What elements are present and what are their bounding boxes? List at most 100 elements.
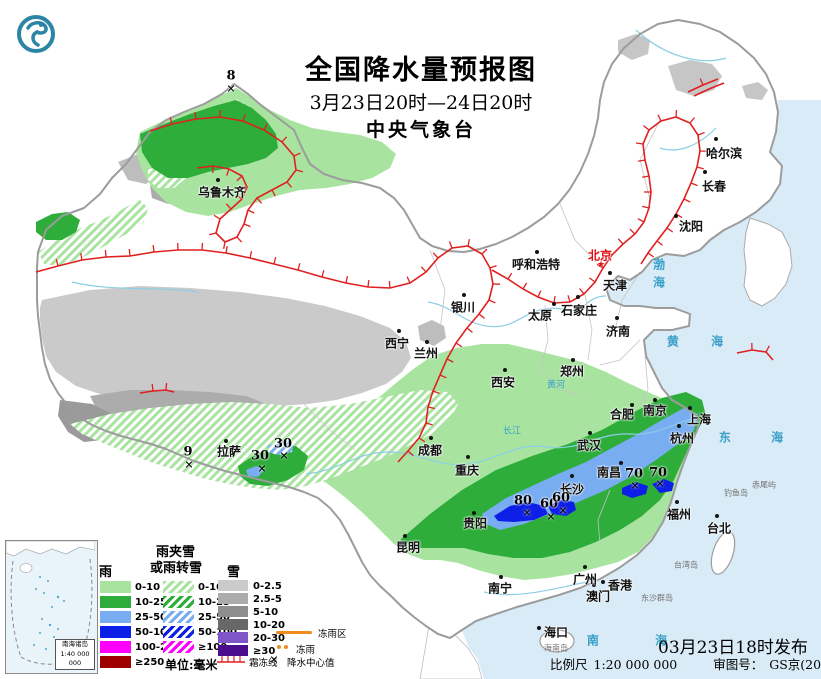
legend-range: 25-50: [135, 612, 167, 623]
city-label: 杭州: [669, 431, 695, 446]
city-label: 长春: [701, 179, 727, 194]
sea-label: 黄 海: [666, 334, 738, 349]
city-dot: [608, 271, 612, 275]
legend-range: 50-100: [198, 627, 237, 638]
city-dot: [653, 398, 657, 402]
issued-time: 03月23日18时发布: [658, 638, 808, 658]
hainan-island: [539, 629, 575, 653]
city-label: 合肥: [609, 407, 635, 422]
city-dot: [224, 439, 228, 443]
legend-range: 10-25: [135, 597, 167, 608]
korea-land: [743, 217, 793, 307]
legend-swatch-sleet-0-10: [163, 581, 194, 593]
legend-swatch-snow-2.5-5: [218, 593, 248, 604]
legend-swatch-sleet-50-100: [163, 626, 194, 638]
center-x-icon: ✕: [184, 458, 194, 472]
city-dot: [570, 474, 574, 478]
city-label: 太原: [527, 308, 553, 323]
city-label: 郑州: [559, 364, 585, 379]
city-label: 西宁: [384, 336, 410, 351]
city-label: 昆明: [395, 540, 421, 555]
city-dot: [576, 295, 580, 299]
center-x-icon: ✕: [279, 449, 289, 463]
city-dot: [615, 316, 619, 320]
city-label: 长沙: [559, 482, 585, 497]
city-label: 兰州: [413, 346, 439, 361]
legend-swatch-rain-50-100: [100, 626, 131, 638]
city-label: 澳门: [585, 589, 611, 604]
legend-swatch-rain-25-50: [100, 611, 131, 623]
inset-title: 南海诸岛: [62, 639, 88, 648]
legend-range: ≥30: [253, 646, 276, 657]
city-dot: [466, 455, 470, 459]
city-dot: [425, 340, 429, 344]
city-dot: [462, 293, 466, 297]
city-label: 乌鲁木齐: [197, 185, 247, 200]
legend-freezing-rain-zone-label: 冻雨区: [318, 629, 347, 640]
city-dot: [619, 461, 623, 465]
city-label: 拉萨: [216, 444, 242, 459]
legend-range: 10-20: [253, 620, 285, 631]
city-dot: [583, 565, 587, 569]
center-x-icon: ✕: [257, 462, 267, 476]
sea-label: 南 海: [586, 633, 694, 648]
approval-value: GS京(2024)0236号: [769, 657, 821, 672]
legend-swatch-snow-0-2.5: [218, 580, 248, 591]
island-label: 东沙群岛: [641, 593, 673, 603]
center-value: 60: [551, 490, 571, 506]
scale-and-approval: 比例尺 1:20 000 000 审图号： GS京(2024)0236号: [550, 654, 821, 673]
rain-25-50-regions: [246, 408, 698, 530]
center-x-icon: ✕: [655, 477, 665, 491]
city-dot: [552, 302, 556, 306]
legend-swatch-rain-0-10: [100, 581, 131, 593]
legend-frost-line-label: 霜冻线: [249, 658, 278, 669]
agency-name: 中央气象台: [365, 119, 477, 141]
legend-rain-header: 雨: [99, 565, 113, 580]
capital-star-icon: ★: [596, 260, 606, 270]
city-dot: [472, 511, 476, 515]
center-x-icon: ✕: [630, 479, 640, 493]
city-label: 台北: [706, 521, 732, 536]
city-label: 南宁: [487, 581, 513, 596]
legend-range: 0-10: [198, 582, 224, 593]
legend-sleet-header-line1: 雨夹雪: [156, 545, 196, 560]
center-x-icon: ✕: [226, 82, 236, 96]
page-title: 全国降水量预报图: [305, 55, 537, 86]
city-label: 济南: [605, 324, 631, 339]
city-dot: [588, 431, 592, 435]
city-label: 哈尔滨: [705, 146, 743, 161]
city-label: 沈阳: [678, 219, 704, 234]
legend-swatch-sleet-25-50: [163, 611, 194, 623]
legend-swatch-rain-10-25: [100, 596, 131, 608]
center-x-icon: ✕: [522, 506, 532, 520]
city-dot: [630, 403, 634, 407]
city-label: 贵阳: [462, 516, 488, 531]
island-label: 赤尾屿: [752, 480, 776, 490]
legend-range: 50-100: [135, 627, 174, 638]
legend-range: 2.5-5: [253, 594, 282, 605]
island-label: 海南岛: [544, 643, 568, 653]
frost-lines: [35, 78, 774, 463]
city-label: 海口: [543, 625, 569, 640]
legend-snow-header: 雪: [227, 565, 241, 580]
center-value: 70: [648, 465, 668, 481]
legend-range: 0-10: [135, 582, 161, 593]
legend-swatch-snow-20-30: [218, 632, 248, 643]
city-dot: [688, 406, 692, 410]
island-label: 台湾岛: [674, 560, 698, 570]
city-dot: [503, 368, 507, 372]
city-dot: [715, 514, 719, 518]
legend-swatch-snow-5-10: [218, 606, 248, 617]
city-dot: [397, 329, 401, 333]
sea-label: 东 海: [718, 430, 802, 445]
center-value: 80: [513, 493, 533, 509]
river-label: 长江: [502, 426, 522, 437]
sea-label: 渤海: [651, 258, 666, 294]
city-label: 香港: [607, 578, 633, 593]
city-dot: [592, 583, 596, 587]
forecast-period: 3月23日20时—24日20时: [309, 92, 533, 114]
city-label: 广州: [572, 572, 598, 587]
center-value: 9: [183, 444, 193, 460]
